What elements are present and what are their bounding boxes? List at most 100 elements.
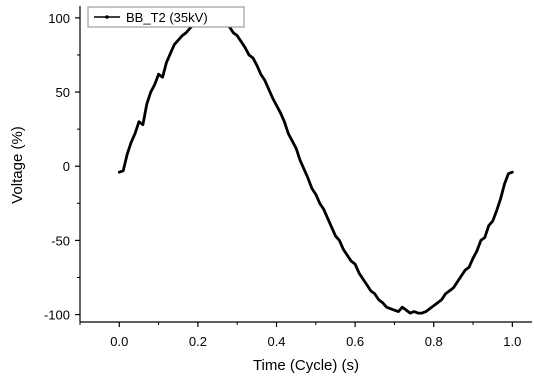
x-ticks: 0.0 0.2 0.4 0.6 0.8 1.0 — [79, 322, 521, 349]
data-point — [448, 289, 451, 293]
series-layer — [117, 17, 514, 315]
data-point — [412, 310, 416, 313]
x-tick-label: 0.8 — [425, 334, 443, 349]
y-axis-label: Voltage (%) — [9, 126, 26, 204]
data-point — [389, 307, 392, 310]
data-point — [133, 132, 137, 135]
data-point — [385, 305, 388, 309]
data-point — [511, 170, 514, 174]
data-point — [263, 78, 266, 82]
x-tick-label: 0.4 — [267, 334, 285, 349]
data-point — [318, 202, 321, 205]
data-point — [357, 271, 361, 275]
x-tick-label: 0.6 — [346, 334, 364, 349]
data-point — [330, 225, 333, 229]
x-axis-label: Time (Cycle) (s) — [253, 357, 359, 374]
y-tick-label: -50 — [51, 233, 70, 248]
data-point — [141, 123, 145, 126]
data-point — [440, 298, 443, 301]
data-point — [236, 34, 239, 37]
data-point — [302, 167, 306, 171]
data-point — [137, 120, 141, 123]
data-point — [444, 292, 447, 296]
data-point — [161, 76, 164, 79]
data-point — [314, 193, 318, 196]
data-point — [463, 268, 467, 272]
legend-label: BB_T2 (35kV) — [126, 10, 208, 25]
data-point — [365, 283, 369, 287]
data-point — [503, 182, 506, 186]
data-point — [495, 209, 498, 212]
y-tick-label: 50 — [56, 85, 70, 100]
legend-marker-sample — [105, 15, 109, 19]
data-point — [499, 197, 502, 201]
data-point — [169, 52, 172, 55]
data-point — [436, 301, 439, 304]
data-point — [346, 254, 349, 257]
data-point — [310, 187, 314, 190]
data-point — [338, 239, 341, 242]
x-tick-label: 1.0 — [503, 334, 521, 349]
data-point — [188, 27, 192, 30]
data-point — [184, 31, 188, 34]
data-point — [239, 40, 243, 43]
series-line — [117, 17, 514, 315]
data-point — [342, 248, 345, 251]
data-point — [243, 46, 247, 49]
data-point — [247, 53, 251, 57]
data-point — [157, 73, 160, 76]
data-point — [298, 159, 302, 162]
data-point — [294, 147, 298, 150]
data-point — [279, 111, 282, 115]
data-point — [232, 31, 235, 34]
data-point — [271, 96, 274, 100]
data-point — [369, 289, 373, 293]
data-point — [283, 120, 286, 123]
data-point — [180, 34, 184, 37]
data-point — [251, 56, 255, 60]
data-point — [475, 249, 479, 252]
data-point — [334, 234, 337, 238]
data-point — [416, 311, 420, 315]
data-point — [149, 90, 152, 94]
data-point — [118, 170, 121, 174]
data-point — [471, 257, 475, 260]
data-point — [420, 311, 424, 315]
y-ticks: 100 50 0 -50 -100 — [44, 11, 80, 323]
data-point — [408, 311, 412, 315]
x-tick-label: 0.2 — [189, 334, 207, 349]
data-point — [259, 73, 262, 76]
data-point — [287, 132, 290, 135]
data-point — [255, 64, 259, 67]
data-point — [165, 61, 168, 64]
data-point — [291, 139, 294, 143]
data-point — [173, 43, 176, 46]
data-point — [350, 259, 353, 263]
data-point — [467, 265, 471, 269]
data-point — [401, 305, 404, 309]
data-point — [428, 307, 432, 310]
data-point — [393, 308, 396, 312]
data-point — [377, 298, 380, 301]
data-point — [507, 172, 510, 175]
data-point — [322, 208, 325, 211]
legend: BB_T2 (35kV) — [87, 6, 245, 28]
data-point — [326, 216, 329, 220]
data-point — [432, 304, 435, 307]
data-point — [275, 104, 278, 107]
data-point — [405, 308, 408, 312]
data-point — [460, 274, 463, 278]
data-point — [267, 87, 270, 91]
data-point — [361, 277, 365, 281]
data-point — [424, 310, 428, 313]
x-tick-label: 0.0 — [110, 334, 128, 349]
data-point — [381, 301, 384, 304]
y-tick-label: 100 — [48, 11, 70, 26]
data-point — [397, 310, 400, 313]
data-point — [122, 169, 125, 172]
data-point — [129, 141, 133, 144]
data-point — [125, 153, 129, 156]
data-point — [306, 176, 310, 180]
legend-box — [87, 6, 245, 28]
